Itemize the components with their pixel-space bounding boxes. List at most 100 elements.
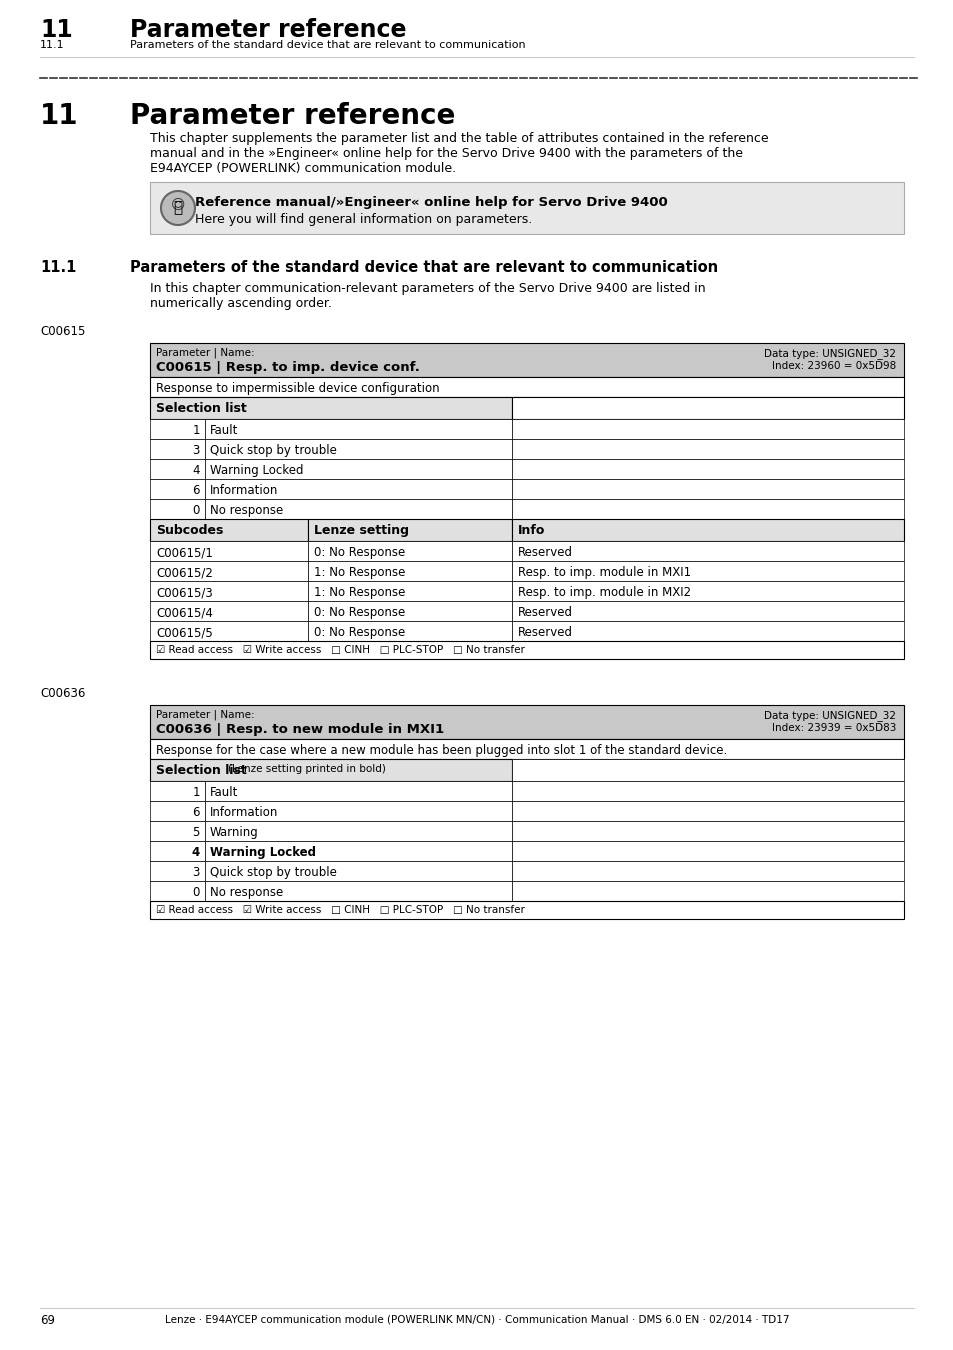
- Bar: [150, 861, 205, 882]
- Text: Reserved: Reserved: [517, 545, 573, 559]
- Bar: [205, 500, 512, 518]
- Text: Reserved: Reserved: [517, 626, 573, 639]
- Bar: [150, 601, 308, 621]
- Text: 0: No Response: 0: No Response: [314, 606, 405, 620]
- Bar: [512, 821, 903, 841]
- Bar: [308, 541, 512, 562]
- Bar: [150, 377, 903, 397]
- Text: 11: 11: [40, 103, 78, 130]
- Bar: [512, 439, 903, 459]
- Text: C00615/2: C00615/2: [156, 566, 213, 579]
- Text: numerically ascending order.: numerically ascending order.: [150, 297, 332, 310]
- Text: Index: 23960 = 0x5D98: Index: 23960 = 0x5D98: [771, 360, 895, 371]
- Bar: [150, 621, 308, 641]
- Bar: [512, 801, 903, 821]
- Bar: [150, 500, 205, 518]
- Bar: [150, 580, 308, 601]
- Text: Selection list: Selection list: [156, 764, 247, 778]
- Bar: [512, 759, 903, 782]
- Bar: [308, 580, 512, 601]
- Bar: [150, 418, 205, 439]
- Text: Parameters of the standard device that are relevant to communication: Parameters of the standard device that a…: [130, 261, 718, 275]
- Text: 5: 5: [193, 826, 200, 838]
- Text: Info: Info: [517, 524, 545, 537]
- Bar: [512, 580, 903, 601]
- Text: Lenze setting: Lenze setting: [314, 524, 409, 537]
- Text: 4: 4: [192, 846, 200, 859]
- Bar: [205, 439, 512, 459]
- Bar: [150, 759, 512, 782]
- Text: Index: 23939 = 0x5D83: Index: 23939 = 0x5D83: [771, 724, 895, 733]
- Bar: [150, 641, 903, 659]
- Text: C00615/3: C00615/3: [156, 586, 213, 599]
- Bar: [205, 821, 512, 841]
- Text: 1: 1: [193, 424, 200, 437]
- Bar: [150, 841, 205, 861]
- Text: Subcodes: Subcodes: [156, 524, 223, 537]
- Text: Parameters of the standard device that are relevant to communication: Parameters of the standard device that a…: [130, 40, 525, 50]
- Text: 3: 3: [193, 444, 200, 458]
- Text: E94AYCEP (POWERLINK) communication module.: E94AYCEP (POWERLINK) communication modul…: [150, 162, 456, 176]
- Bar: [205, 459, 512, 479]
- Text: Selection list: Selection list: [156, 402, 247, 414]
- Text: Reserved: Reserved: [517, 606, 573, 620]
- Text: Reference manual/»Engineer« online help for Servo Drive 9400: Reference manual/»Engineer« online help …: [194, 196, 667, 209]
- Text: 0: No Response: 0: No Response: [314, 545, 405, 559]
- Bar: [512, 882, 903, 900]
- Bar: [512, 459, 903, 479]
- Text: C00615/4: C00615/4: [156, 606, 213, 620]
- Bar: [150, 782, 205, 801]
- Text: Warning: Warning: [210, 826, 258, 838]
- Bar: [150, 479, 205, 500]
- Text: This chapter supplements the parameter list and the table of attributes containe: This chapter supplements the parameter l…: [150, 132, 768, 144]
- Bar: [512, 841, 903, 861]
- Text: Quick stop by trouble: Quick stop by trouble: [210, 865, 336, 879]
- Text: Fault: Fault: [210, 786, 238, 799]
- Bar: [150, 439, 205, 459]
- Bar: [205, 841, 512, 861]
- Text: Resp. to imp. module in MXI2: Resp. to imp. module in MXI2: [517, 586, 690, 599]
- Text: Quick stop by trouble: Quick stop by trouble: [210, 444, 336, 458]
- Bar: [205, 782, 512, 801]
- Bar: [150, 562, 308, 580]
- Bar: [150, 182, 903, 234]
- Text: Parameter | Name:: Parameter | Name:: [156, 710, 254, 721]
- Text: In this chapter communication-relevant parameters of the Servo Drive 9400 are li: In this chapter communication-relevant p…: [150, 282, 705, 296]
- Bar: [512, 861, 903, 882]
- Bar: [150, 801, 205, 821]
- Bar: [150, 518, 308, 541]
- Text: 69: 69: [40, 1314, 55, 1327]
- Bar: [308, 621, 512, 641]
- Text: C00615/5: C00615/5: [156, 626, 213, 639]
- Bar: [308, 562, 512, 580]
- Text: 0: No Response: 0: No Response: [314, 626, 405, 639]
- Text: Fault: Fault: [210, 424, 238, 437]
- Bar: [308, 518, 512, 541]
- Text: Warning Locked: Warning Locked: [210, 464, 303, 477]
- Text: ☑ Read access   ☑ Write access   □ CINH   □ PLC-STOP   □ No transfer: ☑ Read access ☑ Write access □ CINH □ PL…: [156, 645, 524, 655]
- Bar: [150, 882, 205, 900]
- Bar: [150, 541, 308, 562]
- Text: Response for the case where a new module has been plugged into slot 1 of the sta: Response for the case where a new module…: [156, 744, 726, 757]
- Text: ☺: ☺: [171, 198, 185, 212]
- Text: Parameter reference: Parameter reference: [130, 103, 455, 130]
- Text: 0: 0: [193, 504, 200, 517]
- Text: 1: No Response: 1: No Response: [314, 566, 405, 579]
- Bar: [512, 782, 903, 801]
- Text: Warning Locked: Warning Locked: [210, 846, 315, 859]
- Text: ☑ Read access   ☑ Write access   □ CINH   □ PLC-STOP   □ No transfer: ☑ Read access ☑ Write access □ CINH □ PL…: [156, 904, 524, 915]
- Text: (Lenze setting printed in bold): (Lenze setting printed in bold): [228, 764, 385, 774]
- Text: C00615: C00615: [40, 325, 85, 338]
- Bar: [150, 343, 903, 377]
- Text: Lenze · E94AYCEP communication module (POWERLINK MN/CN) · Communication Manual ·: Lenze · E94AYCEP communication module (P…: [165, 1314, 788, 1324]
- Text: manual and in the »Engineer« online help for the Servo Drive 9400 with the param: manual and in the »Engineer« online help…: [150, 147, 742, 161]
- Text: Parameter reference: Parameter reference: [130, 18, 406, 42]
- Text: Parameter | Name:: Parameter | Name:: [156, 348, 254, 359]
- Text: Information: Information: [210, 806, 278, 819]
- Text: Here you will find general information on parameters.: Here you will find general information o…: [194, 213, 532, 225]
- Text: Response to impermissible device configuration: Response to impermissible device configu…: [156, 382, 439, 396]
- Bar: [150, 821, 205, 841]
- Bar: [205, 882, 512, 900]
- Text: Information: Information: [210, 485, 278, 497]
- Bar: [512, 500, 903, 518]
